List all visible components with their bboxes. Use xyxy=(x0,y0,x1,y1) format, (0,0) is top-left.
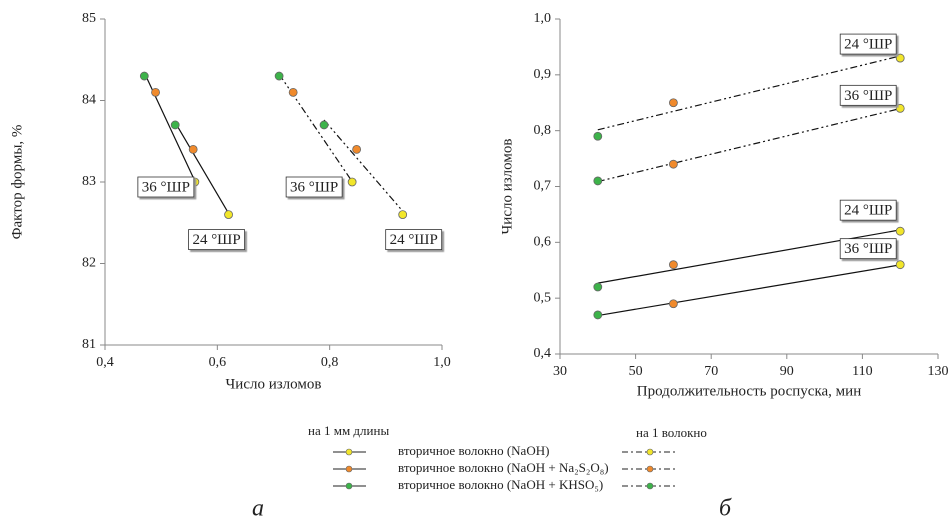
data-point xyxy=(593,131,603,141)
x-tick-label: 0,6 xyxy=(209,355,227,370)
legend-marker xyxy=(646,465,654,473)
data-point xyxy=(398,210,408,220)
y-tick-label: 0,8 xyxy=(534,123,552,138)
x-tick-label: 30 xyxy=(553,364,567,379)
x-tick-label: 130 xyxy=(928,364,949,379)
label-box xyxy=(285,176,343,198)
trend-line xyxy=(323,119,404,212)
y-tick-label: 84 xyxy=(82,93,96,108)
data-point xyxy=(669,159,678,169)
series-label: 36 °ШР xyxy=(844,241,892,257)
legend-marker xyxy=(345,448,353,456)
y-tick-label: 1,0 xyxy=(534,11,552,26)
data-point xyxy=(288,87,298,97)
series-label: 24 °ШР xyxy=(844,203,892,219)
data-point xyxy=(347,177,357,187)
data-point xyxy=(895,103,905,113)
label-box xyxy=(137,176,195,198)
legend-label: вторичное волокно (NaOH) xyxy=(398,443,549,458)
series-label: 24 °ШР xyxy=(192,232,240,248)
y-tick-label: 0,4 xyxy=(534,346,552,361)
series-label: 36 °ШР xyxy=(290,179,338,195)
x-tick-label: 110 xyxy=(852,364,872,379)
x-tick-label: 90 xyxy=(780,364,794,379)
legend-label: вторичное волокно (NaOH + KHSO₅) xyxy=(398,477,603,492)
y-tick-label: 0,9 xyxy=(534,67,552,82)
x-tick-label: 1,0 xyxy=(433,355,451,370)
y-tick-label: 81 xyxy=(82,337,96,352)
data-point xyxy=(224,210,233,220)
label-box xyxy=(839,33,897,55)
x-tick-label: 50 xyxy=(629,364,643,379)
data-point xyxy=(669,98,678,108)
data-point xyxy=(139,71,149,81)
trend-line xyxy=(597,55,901,131)
legend-marker xyxy=(646,448,654,456)
label-box xyxy=(839,199,897,221)
y-tick-label: 85 xyxy=(82,11,96,26)
x-tick-label: 0,8 xyxy=(321,355,339,370)
trend-line xyxy=(597,264,901,317)
x-axis-label: Продолжительность роспуска, мин xyxy=(637,383,861,399)
data-point xyxy=(151,87,160,97)
label-box xyxy=(839,84,897,106)
legend-marker xyxy=(646,482,654,490)
data-point xyxy=(319,120,329,130)
series-label: 36 °ШР xyxy=(142,179,190,195)
data-point xyxy=(593,282,603,292)
legend-header: на 1 мм длины xyxy=(308,423,389,438)
y-tick-label: 0,7 xyxy=(534,179,552,194)
data-point xyxy=(352,144,362,154)
legend-marker xyxy=(345,465,353,473)
data-point xyxy=(895,53,905,63)
data-point xyxy=(274,71,284,81)
y-tick-label: 83 xyxy=(82,174,96,189)
trend-line xyxy=(143,72,196,182)
label-box xyxy=(188,229,245,251)
y-axis-label: Число изломов xyxy=(499,139,515,235)
y-tick-label: 0,5 xyxy=(534,290,552,305)
legend-marker xyxy=(345,482,353,490)
data-point xyxy=(669,260,678,270)
trend-line xyxy=(174,122,230,214)
series-label: 24 °ШР xyxy=(390,232,438,248)
label-box xyxy=(839,238,897,260)
data-point xyxy=(593,176,603,186)
data-point xyxy=(895,260,905,270)
legend-label: вторичное волокно (NaOH + Na₂S₂O₈) xyxy=(398,460,609,475)
caption: б xyxy=(719,496,732,522)
y-tick-label: 0,6 xyxy=(534,235,552,250)
data-point xyxy=(593,310,603,320)
y-tick-label: 82 xyxy=(82,256,96,271)
series-label: 36 °ШР xyxy=(844,88,892,104)
legend-header: на 1 волокно xyxy=(636,425,707,440)
data-point xyxy=(895,226,905,236)
data-point xyxy=(170,120,180,130)
x-tick-label: 70 xyxy=(704,364,718,379)
label-box xyxy=(385,229,443,251)
y-axis-label: Фактор формы, % xyxy=(9,125,25,240)
data-point xyxy=(188,144,198,154)
x-tick-label: 0,4 xyxy=(96,355,114,370)
data-point xyxy=(669,299,678,309)
caption: а xyxy=(252,496,264,522)
series-label: 24 °ШР xyxy=(844,37,892,53)
x-axis-label: Число изломов xyxy=(226,376,322,392)
trend-line xyxy=(597,107,901,183)
